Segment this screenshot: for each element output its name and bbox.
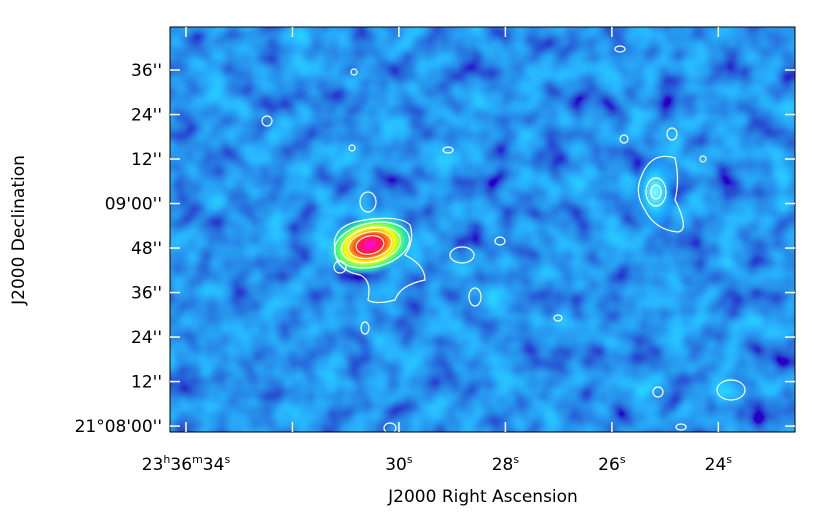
- x-tick-label: 30s: [385, 453, 413, 475]
- beam: [716, 379, 746, 401]
- image: [170, 27, 795, 432]
- x-tick-label: 24s: [705, 453, 733, 475]
- y-tick-label: 24'': [131, 106, 162, 126]
- x-tick-label: 28s: [492, 453, 520, 475]
- y-tick-label: 09'00'': [105, 195, 162, 215]
- x-tick-label: 23h36m34s: [142, 453, 231, 475]
- y-tick-label: 12'': [131, 373, 162, 393]
- contours: [261, 45, 746, 432]
- y-axis-label: J2000 Declination: [9, 155, 29, 306]
- y-tick-label: 12'': [131, 150, 162, 170]
- x-tick-label: 26s: [598, 453, 626, 475]
- y-tick-label: 36'': [131, 61, 162, 81]
- y-tick-label: 21°08'00'': [75, 417, 162, 437]
- plot-frame: [169, 26, 796, 433]
- x-axis-label: J2000 Right Ascension: [387, 487, 578, 507]
- y-tick-label: 24'': [131, 328, 162, 348]
- y-tick-label: 48'': [131, 239, 162, 259]
- y-tick-label: 36'': [131, 284, 162, 304]
